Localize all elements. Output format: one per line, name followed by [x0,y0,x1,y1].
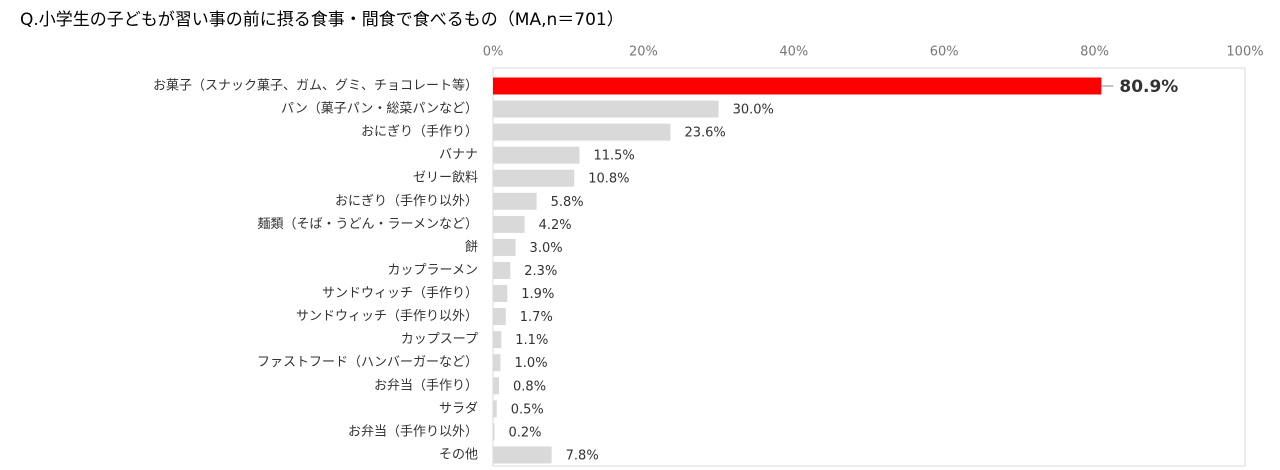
x-tick-label: 100% [1226,45,1263,60]
bar [493,123,671,141]
value-label: 5.8% [551,195,584,210]
value-label: 3.0% [530,241,563,256]
y-tick-label: カップラーメン [388,263,478,278]
bar [493,377,500,395]
value-label: 80.9% [1119,77,1178,97]
y-tick-label: サラダ [439,401,478,416]
value-label: 10.8% [588,172,629,187]
value-label: 0.8% [513,379,546,394]
y-tick-label: ファストフード（ハンバーガーなど） [257,355,478,370]
chart-title: Q.小学生の子どもが習い事の前に摂る食事・間食で食べるもの（MA,n＝701） [20,10,624,30]
bar [493,192,537,210]
bar [493,261,511,279]
value-label: 11.5% [593,149,634,164]
value-label: 30.0% [733,103,774,118]
bar [493,331,502,349]
value-label: 1.9% [521,287,554,302]
y-tick-label: サンドウィッチ（手作り以外） [296,309,478,324]
value-label: 1.0% [515,356,548,371]
value-label: 1.1% [515,333,548,348]
bar [493,100,719,118]
value-label: 2.3% [524,264,557,279]
bar [493,354,501,372]
y-tick-label: おにぎり（手作り以外） [335,194,478,209]
y-tick-label: バナナ [439,148,478,163]
y-tick-label: おにぎり（手作り） [361,125,478,140]
value-label: 7.8% [566,448,599,463]
x-tick-label: 20% [629,45,658,60]
bar [493,285,508,303]
bar [493,77,1102,95]
value-label: 0.2% [509,425,542,440]
x-tick-label: 80% [1080,45,1109,60]
bar [493,400,497,418]
value-label: 23.6% [684,126,725,141]
x-tick-label: 40% [779,45,808,60]
y-tick-label: 餅 [465,240,478,255]
bar [493,308,506,326]
y-tick-label: ゼリー飲料 [413,170,478,186]
y-tick-label: 麺類（そば・うどん・ラーメンなど） [258,217,478,232]
bar [493,146,580,164]
x-tick-label: 0% [483,45,504,60]
bar [493,446,552,464]
bar [493,215,525,233]
y-tick-label: その他 [439,447,478,462]
x-tick-label: 60% [930,45,959,60]
y-tick-label: カップスープ [401,332,478,347]
y-tick-label: サンドウィッチ（手作り） [322,286,478,301]
y-tick-label: お菓子（スナック菓子、ガム、グミ、チョコレート等） [153,78,478,94]
value-label: 0.5% [511,402,544,417]
bar [493,238,516,256]
value-label: 1.7% [520,310,553,325]
value-label: 4.2% [539,218,572,233]
bar [493,169,575,187]
bar [493,423,495,441]
y-tick-label: お弁当（手作り以外） [348,424,478,439]
y-tick-label: パン（菓子パン・総菜パンなど） [281,102,478,117]
y-tick-label: お弁当（手作り） [374,378,478,393]
